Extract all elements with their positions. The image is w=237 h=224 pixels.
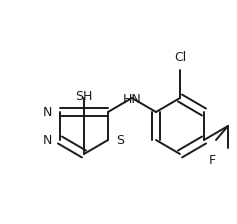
- Text: S: S: [116, 134, 124, 146]
- Text: SH: SH: [75, 90, 93, 103]
- Text: HN: HN: [123, 93, 141, 106]
- Text: N: N: [43, 134, 52, 146]
- Text: Cl: Cl: [174, 51, 186, 64]
- Text: F: F: [208, 154, 216, 167]
- Text: N: N: [43, 106, 52, 118]
